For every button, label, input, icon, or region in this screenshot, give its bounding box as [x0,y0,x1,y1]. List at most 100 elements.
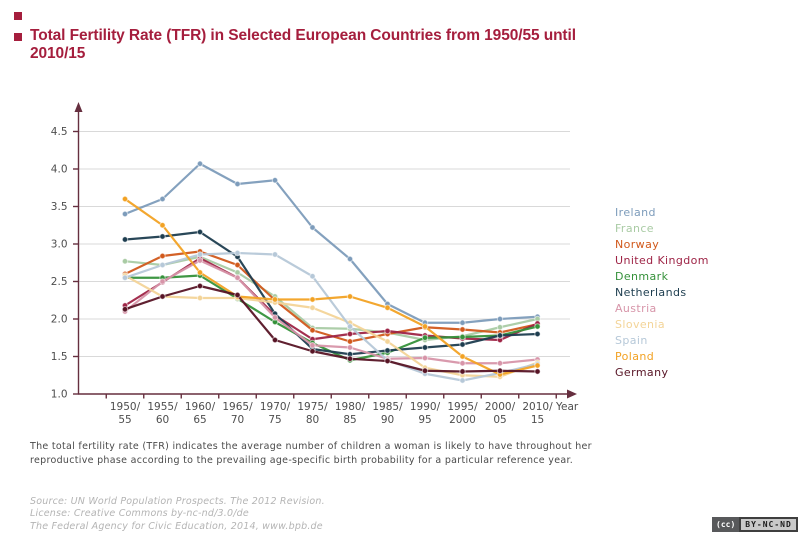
cc-icon: (cc) [712,517,740,532]
legend-item-spain: Spain [615,334,648,347]
data-point [459,377,466,384]
data-point [346,293,354,300]
data-point [121,236,129,243]
x-tick-label: 1970/ [260,401,291,413]
data-point [459,333,466,341]
data-point [159,195,166,203]
data-point [534,368,541,375]
series-layer [121,160,541,384]
data-point [159,252,166,260]
data-point [346,344,354,351]
data-point [309,327,316,334]
data-point [346,323,354,330]
y-tick-label: 2.0 [51,314,68,326]
data-point [309,224,316,231]
data-point [159,222,166,229]
legend-item-france: France [615,222,654,235]
page-title-line1: Total Fertility Rate (TFR) in Selected E… [30,27,576,44]
source-footer: Source: UN World Population Prospects. T… [30,496,325,533]
data-point [121,258,129,265]
data-point [234,261,241,269]
legend-item-slovenia: Slovenia [615,318,666,331]
data-point [421,354,429,362]
data-point [346,255,354,263]
series-line [123,251,539,382]
data-point [196,160,204,167]
data-point [346,355,354,362]
data-point [234,291,241,299]
x-tick-label: 1990/ [410,401,441,413]
x-tick-label: 1960/ [185,401,216,413]
x-tick-label: 1950/ [110,401,141,413]
data-point [159,293,166,300]
data-point [496,324,504,331]
data-point [271,251,279,258]
data-point [384,347,391,354]
series-line [123,274,539,362]
data-point [234,269,241,276]
data-point [496,332,504,339]
x-tick-label: 80 [306,414,319,426]
data-point [459,326,466,333]
data-point [234,274,241,281]
series-line [123,197,539,376]
series-denmark [121,272,541,364]
y-tick-label: 3.5 [51,201,68,213]
data-point [159,261,166,269]
data-point [196,282,204,290]
data-point [196,251,204,258]
x-tick-label: 1965/ [222,401,253,413]
data-point [271,336,279,344]
y-tick-label: 2.5 [51,276,68,288]
data-point [421,367,429,374]
x-tick-label: 60 [156,414,169,426]
data-point [196,294,204,302]
x-tick-label: 1975/ [297,401,328,413]
x-axis-arrow-icon [567,389,577,399]
data-point [534,330,541,338]
x-tick-label: 65 [193,414,206,426]
data-point [121,195,129,203]
series-line [123,162,539,324]
gridline-layer [78,130,570,358]
x-tick-label: 15 [531,414,544,426]
data-point [271,296,279,303]
data-point [309,296,316,303]
legend-item-poland: Poland [615,350,655,363]
series-ireland [121,160,541,326]
series-austria [121,257,541,367]
data-point [459,353,466,360]
data-point [196,228,204,236]
source-footer-line: The Federal Agency for Civic Education, … [30,520,323,532]
x-tick-label: 75 [268,414,281,426]
legend-item-austria: Austria [615,302,657,315]
axis-layer [73,102,577,399]
legend-item-netherlands: Netherlands [615,286,687,299]
x-axis-title: Year [555,401,579,413]
data-point [234,249,241,257]
x-tick-label: 2000 [449,414,476,426]
data-point [534,362,541,369]
data-point [421,323,429,330]
data-point [309,304,316,311]
data-point [421,334,429,341]
data-point [234,180,241,188]
series-line [123,255,539,342]
series-germany [121,282,541,375]
y-tick-label: 4.0 [51,164,68,176]
page-title-line2: 2010/15 [30,44,86,62]
data-point [346,338,354,345]
data-point [459,360,466,367]
data-point [309,348,316,355]
series-netherlands [121,228,541,358]
data-point [459,341,466,348]
x-tick-label: 55 [118,414,131,426]
x-tick-label: 85 [343,414,356,426]
x-tick-label: 1995/ [447,401,478,413]
series-poland [121,195,541,378]
title-bullet-icon [14,33,22,41]
x-tick-label: 1980/ [335,401,366,413]
x-tick-label: 1985/ [372,401,403,413]
data-point [496,315,504,323]
